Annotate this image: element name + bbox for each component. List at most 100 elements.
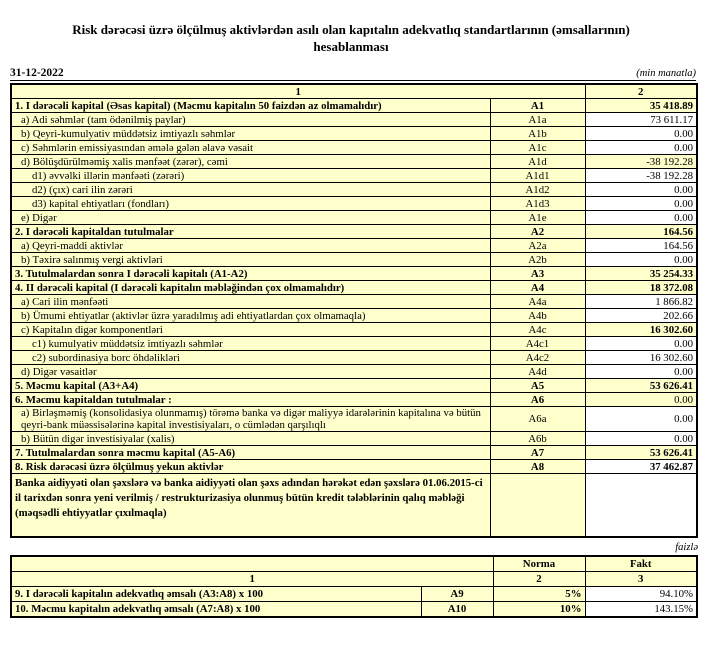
row-code: A4 bbox=[489, 280, 586, 295]
row-label: 2. I dərəcəli kapitaldan tutulmalar bbox=[10, 224, 491, 239]
table-row: d2) (çıx) cari ilin zərəri A1d2 0.00 bbox=[10, 182, 698, 197]
meta-row: 31-12-2022 (min manatla) bbox=[10, 67, 696, 81]
ratio-label: 9. I dərəcəli kapitalın adekvatlıq əmsal… bbox=[10, 586, 422, 602]
row-code: A1d1 bbox=[489, 168, 586, 183]
table-row: a) Qeyri-maddi aktivlər A2a 164.56 bbox=[10, 238, 698, 253]
ratio-fakt-value: 143.15% bbox=[584, 601, 698, 618]
row-value: 0.00 bbox=[584, 392, 698, 407]
row-code: A3 bbox=[489, 266, 586, 281]
row-code: A1 bbox=[489, 98, 586, 113]
table-row: c) Kapitalın digər komponentləri A4c 16 30… bbox=[10, 322, 698, 337]
row-value: 0.00 bbox=[584, 196, 698, 211]
column-header-2: 2 bbox=[584, 83, 698, 99]
main-table-body: 1 2 1. I dərəcəli kapital (Əsas kapital)… bbox=[10, 83, 698, 538]
ratio-code: A9 bbox=[420, 586, 494, 602]
row-value: -38 192.28 bbox=[584, 154, 698, 169]
row-label: 5. Məcmu kapital (A3+A4) bbox=[10, 378, 491, 393]
row-label: c1) kumulyativ müddətsiz imtiyazlı səhml… bbox=[10, 336, 491, 351]
row-code: A4c1 bbox=[489, 336, 586, 351]
table-row: 4. II dərəcəli kapital (I dərəcəli kapit… bbox=[10, 280, 698, 295]
table-row: a) Birləşməmiş (konsolidasiya olunmamış)… bbox=[10, 406, 698, 432]
row-value: 53 626.41 bbox=[584, 445, 698, 460]
ratio-row: 10. Məcmu kapitalın adekvatlıq əmsalı (A… bbox=[10, 601, 698, 618]
row-code: A5 bbox=[489, 378, 586, 393]
table-row: 5. Məcmu kapital (A3+A4) A5 53 626.41 bbox=[10, 378, 698, 393]
note-label: Banka aidiyyəti olan şəxslərə və banka a… bbox=[10, 473, 491, 538]
table-row: 3. Tutulmalardan sonra I dərəcəli kapita… bbox=[10, 266, 698, 281]
ratio-col-3: 3 bbox=[584, 571, 698, 587]
row-value: 16 302.60 bbox=[584, 350, 698, 365]
row-label: a) Cari ilin mənfəəti bbox=[10, 294, 491, 309]
row-label: 1. I dərəcəli kapital (Əsas kapital) (Mə… bbox=[10, 98, 491, 113]
row-label: b) Bütün digər investisiyalar (xalis) bbox=[10, 431, 491, 446]
row-code: A1a bbox=[489, 112, 586, 127]
row-label: c2) subordinasiya borc öhdəlikləri bbox=[10, 350, 491, 365]
row-value: 0.00 bbox=[584, 336, 698, 351]
table-row: c) Səhmlərin emissiyasından əmələ gələn … bbox=[10, 140, 698, 155]
row-code: A4d bbox=[489, 364, 586, 379]
row-label: b) Ümumi ehtiyatlar (aktivlər üzrə yarad… bbox=[10, 308, 491, 323]
main-table-header-row: 1 2 bbox=[10, 83, 698, 99]
row-value: 0.00 bbox=[584, 210, 698, 225]
title-line-1: Risk dərəcəsi üzrə ölçülmuş aktivlərdən … bbox=[72, 22, 630, 37]
row-value: 35 418.89 bbox=[584, 98, 698, 113]
row-code: A6b bbox=[489, 431, 586, 446]
row-label: a) Adi səhmlər (tam ödənilmiş paylar) bbox=[10, 112, 491, 127]
row-label: c) Səhmlərin emissiyasından əmələ gələn … bbox=[10, 140, 491, 155]
row-label: 3. Tutulmalardan sonra I dərəcəli kapita… bbox=[10, 266, 491, 281]
capital-table: 1 2 1. I dərəcəli kapital (Əsas kapital)… bbox=[10, 83, 698, 538]
row-code: A6a bbox=[489, 406, 586, 432]
row-label: 7. Tutulmalardan sonra məcmu kapital (A5… bbox=[10, 445, 491, 460]
ratio-norma-value: 5% bbox=[492, 586, 586, 602]
ratio-label: 10. Məcmu kapitalın adekvatlıq əmsalı (A… bbox=[10, 601, 422, 618]
ratio-col-1: 1 bbox=[10, 571, 494, 587]
note-value bbox=[584, 473, 698, 538]
ratio-col-2: 2 bbox=[492, 571, 586, 587]
row-code: A1d2 bbox=[489, 182, 586, 197]
table-row: 1. I dərəcəli kapital (Əsas kapital) (Mə… bbox=[10, 98, 698, 113]
page-title: Risk dərəcəsi üzrə ölçülmuş aktivlərdən … bbox=[0, 0, 702, 55]
table-row: c1) kumulyativ müddətsiz imtiyazlı səhml… bbox=[10, 336, 698, 351]
ratio-code: A10 bbox=[420, 601, 494, 618]
table-row: a) Adi səhmlər (tam ödənilmiş paylar) A1a… bbox=[10, 112, 698, 127]
row-value: 164.56 bbox=[584, 238, 698, 253]
table-row: 2. I dərəcəli kapitaldan tutulmalar A2 164… bbox=[10, 224, 698, 239]
row-value: 202.66 bbox=[584, 308, 698, 323]
ratio-table-body: Norma Fakt 1 2 3 9. I dərəcəli kapitalın… bbox=[10, 555, 698, 618]
row-label: e) Digər bbox=[10, 210, 491, 225]
row-label: d) Digər vəsaitlər bbox=[10, 364, 491, 379]
table-row: a) Cari ilin mənfəəti A4a 1 866.82 bbox=[10, 294, 698, 309]
percent-note: faizlə bbox=[675, 542, 698, 553]
ratio-norma-value: 10% bbox=[492, 601, 586, 618]
table-row: c2) subordinasiya borc öhdəlikləri A4c2 16… bbox=[10, 350, 698, 365]
row-label: 4. II dərəcəli kapital (I dərəcəli kapit… bbox=[10, 280, 491, 295]
row-code: A1d bbox=[489, 154, 586, 169]
row-label: c) Kapitalın digər komponentləri bbox=[10, 322, 491, 337]
table-row: e) Digər A1e 0.00 bbox=[10, 210, 698, 225]
row-value: 0.00 bbox=[584, 252, 698, 267]
norma-header: Norma bbox=[492, 555, 586, 572]
row-label: d2) (çıx) cari ilin zərəri bbox=[10, 182, 491, 197]
row-value: 0.00 bbox=[584, 140, 698, 155]
row-value: 18 372.08 bbox=[584, 280, 698, 295]
row-label: d1) əvvəlki illərin mənfəəti (zərəri) bbox=[10, 168, 491, 183]
table-row: 7. Tutulmalardan sonra məcmu kapital (A5… bbox=[10, 445, 698, 460]
ratio-fakt-value: 94.10% bbox=[584, 586, 698, 602]
row-code: A8 bbox=[489, 459, 586, 474]
row-code: A6 bbox=[489, 392, 586, 407]
row-code: A2a bbox=[489, 238, 586, 253]
row-value: 73 611.17 bbox=[584, 112, 698, 127]
table-row: 6. Məcmu kapitaldan tutulmalar : A6 0.00 bbox=[10, 392, 698, 407]
row-value: 0.00 bbox=[584, 364, 698, 379]
row-value: 0.00 bbox=[584, 182, 698, 197]
unit-note: (min manatla) bbox=[636, 68, 696, 79]
row-code: A4a bbox=[489, 294, 586, 309]
row-code: A7 bbox=[489, 445, 586, 460]
adequacy-ratio-table: Norma Fakt 1 2 3 9. I dərəcəli kapitalın… bbox=[10, 555, 698, 618]
row-label: a) Qeyri-maddi aktivlər bbox=[10, 238, 491, 253]
table-row: b) Ümumi ehtiyatlar (aktivlər üzrə yarad… bbox=[10, 308, 698, 323]
row-value: 35 254.33 bbox=[584, 266, 698, 281]
row-label: a) Birləşməmiş (konsolidasiya olunmamış)… bbox=[10, 406, 491, 432]
table-row: b) Təxirə salınmış vergi aktivləri A2b 0.0… bbox=[10, 252, 698, 267]
row-code: A2b bbox=[489, 252, 586, 267]
